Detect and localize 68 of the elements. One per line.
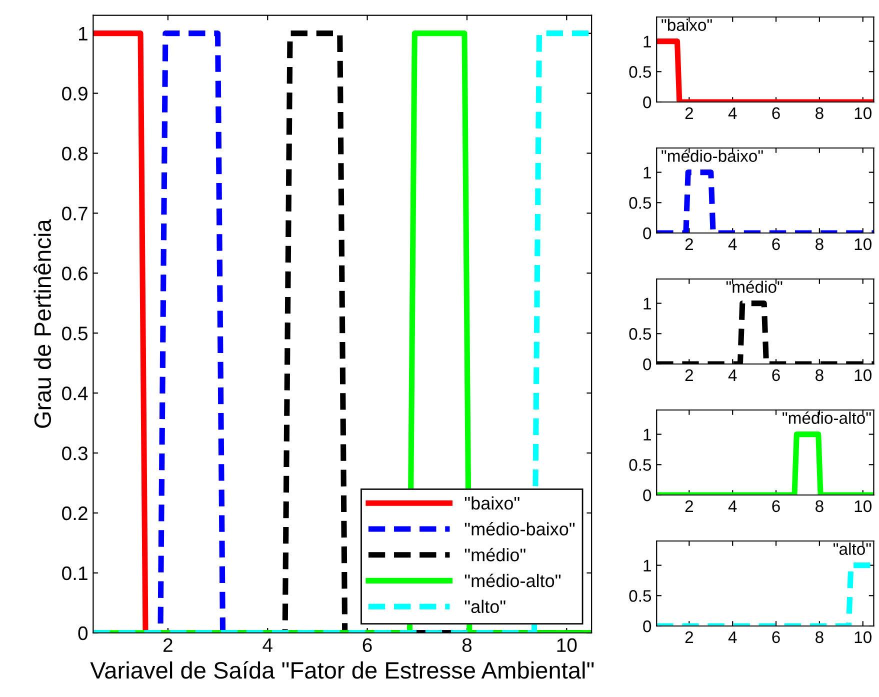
y-tick-label: 0 [643, 227, 652, 240]
x-tick-label: 2 [685, 238, 693, 250]
x-tick-label: 6 [772, 500, 780, 512]
x-tick-label: 8 [816, 107, 824, 120]
y-tick-label: 1 [644, 298, 651, 310]
y-tick-label: 1 [644, 428, 651, 440]
x-tick-label: 6 [772, 238, 780, 250]
x-tick-label: 8 [816, 238, 824, 250]
x-tick-label: 6 [362, 638, 372, 652]
legend-label: "médio-alto" [464, 574, 561, 588]
x-tick-label: 8 [816, 631, 824, 644]
x-tick-label: 6 [772, 107, 780, 120]
y-tick-label: 0.7 [62, 206, 88, 220]
y-tick-label: 1 [644, 36, 651, 48]
y-tick-label: 0.1 [62, 566, 88, 580]
y-tick-label: 0.4 [62, 386, 88, 400]
y-tick-label: 0 [643, 489, 652, 502]
x-tick-label: 4 [728, 238, 737, 250]
x-tick-label: 10 [557, 638, 577, 652]
y-tick-label: 0.5 [62, 326, 88, 340]
y-tick-label: 0.3 [62, 446, 88, 460]
y-tick-label: 1 [78, 26, 88, 40]
chart-title: "alto" [834, 542, 871, 555]
chart-title: "médio-alto" [782, 412, 871, 424]
y-tick-label: 0.5 [629, 590, 652, 602]
x-tick-label: 4 [262, 638, 272, 652]
x-tick-label: 8 [816, 500, 824, 512]
y-tick-label: 0.5 [629, 328, 652, 340]
y-tick-label: 0.8 [62, 146, 88, 160]
x-tick-label: 10 [854, 631, 872, 644]
x-tick-label: 6 [772, 631, 780, 644]
x-tick-label: 4 [728, 369, 737, 381]
y-tick-label: 0.2 [62, 506, 88, 520]
x-axis-title: Variavel de Saída "Fator de Estresse Ambiental" [90, 661, 594, 679]
legend-label: "médio-baixo" [464, 522, 575, 536]
x-tick-label: 2 [685, 369, 693, 381]
legend-label: "baixo" [464, 496, 520, 510]
y-tick-label: 1 [644, 166, 651, 178]
legend-label: "médio" [464, 548, 526, 562]
x-tick-label: 4 [728, 107, 737, 119]
x-tick-label: 10 [854, 500, 872, 512]
y-tick-label: 0.5 [629, 197, 652, 209]
chart-title: "baixo" [662, 18, 712, 31]
x-tick-label: 10 [854, 107, 872, 120]
y-axis-title: Grau de Pertinência [34, 219, 52, 428]
x-tick-label: 2 [685, 631, 693, 643]
x-tick-label: 8 [816, 369, 824, 382]
x-tick-label: 2 [685, 107, 693, 119]
y-tick-label: 0.6 [62, 266, 88, 280]
chart-title: "médio-baixo" [662, 150, 763, 162]
y-tick-label: 0 [643, 358, 652, 370]
x-tick-label: 8 [462, 638, 472, 652]
x-tick-label: 2 [164, 638, 172, 652]
x-tick-label: 4 [728, 500, 737, 512]
chart-title: "médio" [726, 280, 782, 293]
y-tick-label: 0 [643, 620, 652, 632]
x-tick-label: 10 [854, 238, 872, 250]
y-tick-label: 0 [78, 626, 88, 640]
x-tick-label: 6 [772, 369, 780, 382]
x-tick-label: 10 [854, 369, 872, 382]
y-tick-label: 0.5 [629, 66, 652, 78]
legend-label: "alto" [464, 600, 506, 614]
y-tick-label: 0 [643, 96, 652, 108]
y-tick-label: 1 [644, 560, 651, 572]
x-tick-label: 4 [728, 631, 737, 643]
x-tick-label: 2 [685, 500, 693, 512]
y-tick-label: 0.5 [629, 459, 652, 471]
y-tick-label: 0.9 [62, 86, 88, 101]
